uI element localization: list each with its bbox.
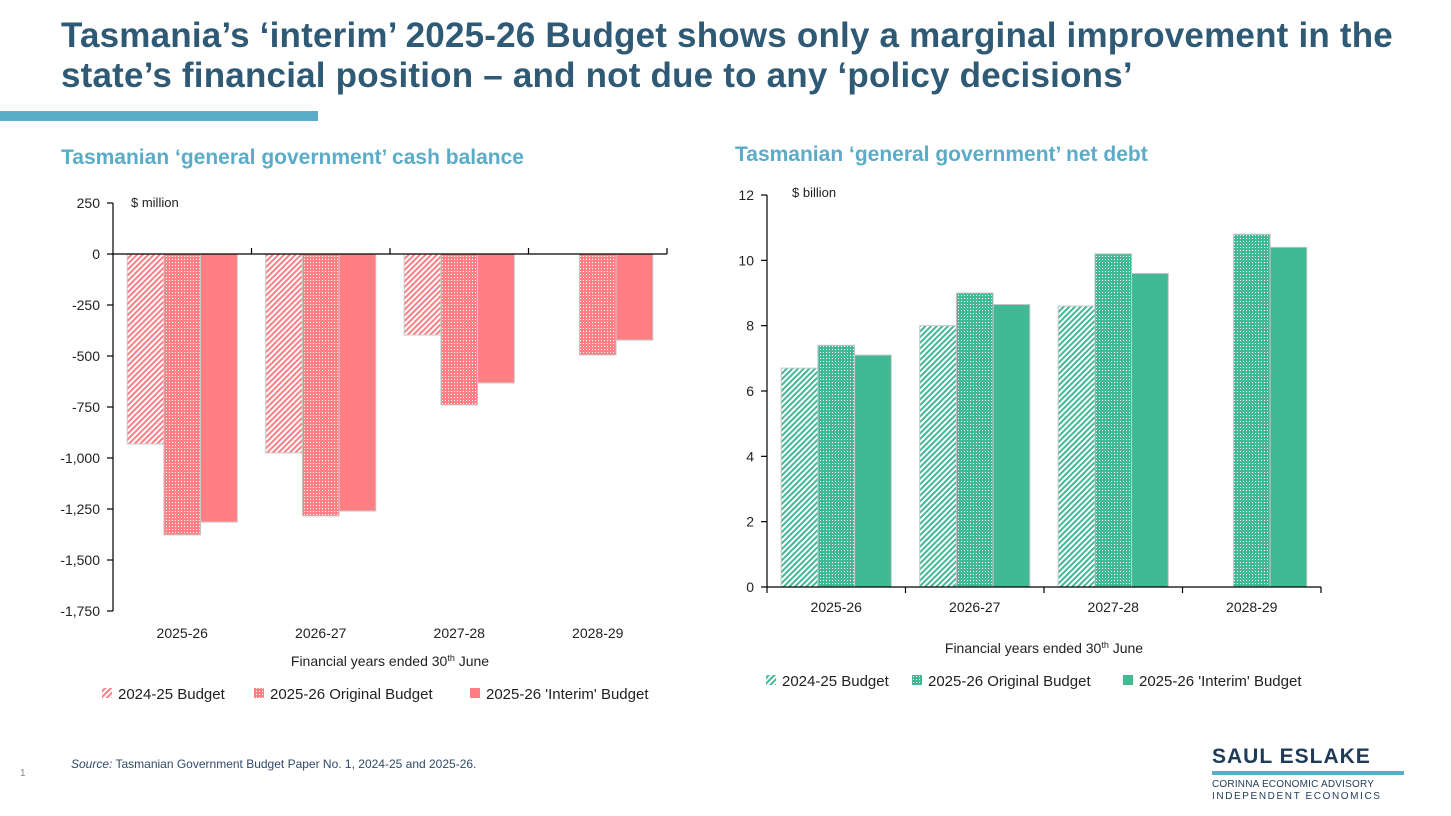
legend-swatch-diagonal bbox=[766, 675, 776, 685]
x-tick-label: 2027-28 bbox=[1088, 599, 1140, 615]
cash-balance-chart: 250 0 -250 -500 -750 -1,000 -1,250 -1,500 -1,750… bbox=[60, 195, 668, 703]
logo-name: SAUL ESLAKE bbox=[1212, 745, 1371, 768]
legend-label: 2024-25 Budget bbox=[782, 673, 890, 690]
bar-2027-28-series-1 bbox=[1094, 253, 1133, 588]
y-tick-label: -750 bbox=[72, 399, 100, 415]
x-axis-label: Financial years ended 30th June bbox=[291, 653, 489, 669]
bar-2025-26-series-1 bbox=[817, 344, 856, 588]
bar-2026-27-series-1 bbox=[301, 253, 340, 517]
logo: SAUL ESLAKE CORINNA ECONOMIC ADVISORY IN… bbox=[1212, 745, 1404, 803]
source-label: Source: bbox=[71, 757, 113, 771]
bar-2026-27-series-2 bbox=[338, 253, 377, 512]
bar-2025-26-series-1 bbox=[163, 253, 202, 536]
x-tick-label: 2028-29 bbox=[572, 625, 624, 641]
y-tick-label: -1,250 bbox=[60, 501, 100, 517]
y-tick-label: -1,500 bbox=[60, 552, 100, 568]
x-tick-label: 2026-27 bbox=[295, 625, 347, 641]
x-tick-label: 2028-29 bbox=[1226, 599, 1278, 615]
source-text: Tasmanian Government Budget Paper No. 1,… bbox=[112, 757, 477, 771]
bar-2025-26-series-0 bbox=[780, 367, 819, 588]
legend-label: 2025-26 'Interim' Budget bbox=[1139, 673, 1302, 690]
y-tick-label: -1,750 bbox=[60, 603, 100, 619]
y-tick-label: 4 bbox=[746, 448, 754, 464]
y-tick-label: 0 bbox=[92, 246, 100, 262]
bar-2026-27-series-2 bbox=[992, 303, 1031, 588]
x-tick-label: 2025-26 bbox=[811, 599, 863, 615]
x-axis-label: Financial years ended 30th June bbox=[945, 640, 1143, 656]
bar-2025-26-series-2 bbox=[854, 354, 892, 588]
net-debt-chart-title: Tasmanian ‘general government’ net debt bbox=[735, 143, 1148, 166]
y-tick-label: 250 bbox=[77, 195, 101, 211]
y-tick-label: 6 bbox=[746, 383, 754, 399]
logo-line2: INDEPENDENT ECONOMICS bbox=[1212, 791, 1382, 802]
cash-balance-chart-title: Tasmanian ‘general government’ cash bala… bbox=[61, 146, 524, 169]
y-tick-label: 10 bbox=[738, 252, 754, 268]
page-title: Tasmania’s ‘interim’ 2025-26 Budget show… bbox=[61, 16, 1393, 95]
y-tick-label: 2 bbox=[746, 514, 754, 530]
unit-label: $ million bbox=[131, 195, 179, 210]
title-accent-bar bbox=[0, 111, 318, 121]
legend-swatch-solid bbox=[470, 688, 480, 698]
bar-2025-26-series-0 bbox=[126, 253, 165, 445]
y-tick-label: 0 bbox=[746, 579, 754, 595]
legend-swatch-dotted bbox=[254, 688, 264, 698]
x-tick-label: 2026-27 bbox=[949, 599, 1001, 615]
bar-2026-27-series-0 bbox=[919, 325, 957, 588]
bar-2027-28-series-0 bbox=[1057, 305, 1096, 588]
unit-label: $ billion bbox=[792, 185, 836, 200]
bar-2027-28-series-2 bbox=[1131, 272, 1169, 588]
x-tick-label: 2027-28 bbox=[434, 625, 486, 641]
bar-2026-27-series-1 bbox=[955, 292, 994, 588]
y-tick-label: -250 bbox=[72, 297, 100, 313]
source-note: Source: Tasmanian Government Budget Pape… bbox=[71, 757, 476, 771]
bar-2025-26-series-2 bbox=[200, 253, 238, 523]
page-number: 1 bbox=[20, 768, 26, 779]
legend-label: 2025-26 Original Budget bbox=[928, 673, 1091, 690]
legend-label: 2024-25 Budget bbox=[118, 686, 226, 703]
legend-swatch-solid bbox=[1123, 675, 1133, 685]
bar-2028-29-series-1 bbox=[1232, 233, 1271, 588]
y-tick-label: 12 bbox=[738, 187, 754, 203]
logo-bar bbox=[1212, 771, 1404, 775]
legend-swatch-diagonal bbox=[102, 688, 112, 698]
bar-2027-28-series-2 bbox=[477, 253, 515, 384]
legend-label: 2025-26 Original Budget bbox=[270, 686, 433, 703]
y-tick-label: -1,000 bbox=[60, 450, 100, 466]
bar-2027-28-series-1 bbox=[440, 253, 479, 406]
legend-label: 2025-26 'Interim' Budget bbox=[486, 686, 649, 703]
bar-2028-29-series-2 bbox=[1269, 246, 1308, 588]
net-debt-chart: 12 10 8 6 4 2 0 2025-26 2026-27 2027-28 2028-29 $ b… bbox=[738, 185, 1322, 690]
y-tick-label: -500 bbox=[72, 348, 100, 364]
bar-2026-27-series-0 bbox=[265, 253, 303, 454]
legend-swatch-dotted bbox=[912, 675, 922, 685]
y-tick-label: 8 bbox=[746, 318, 754, 334]
bar-2028-29-series-2 bbox=[615, 253, 654, 341]
bar-2028-29-series-1 bbox=[578, 253, 617, 356]
bar-2027-28-series-0 bbox=[403, 253, 442, 336]
logo-line1: CORINNA ECONOMIC ADVISORY bbox=[1212, 779, 1375, 790]
x-tick-label: 2025-26 bbox=[157, 625, 209, 641]
